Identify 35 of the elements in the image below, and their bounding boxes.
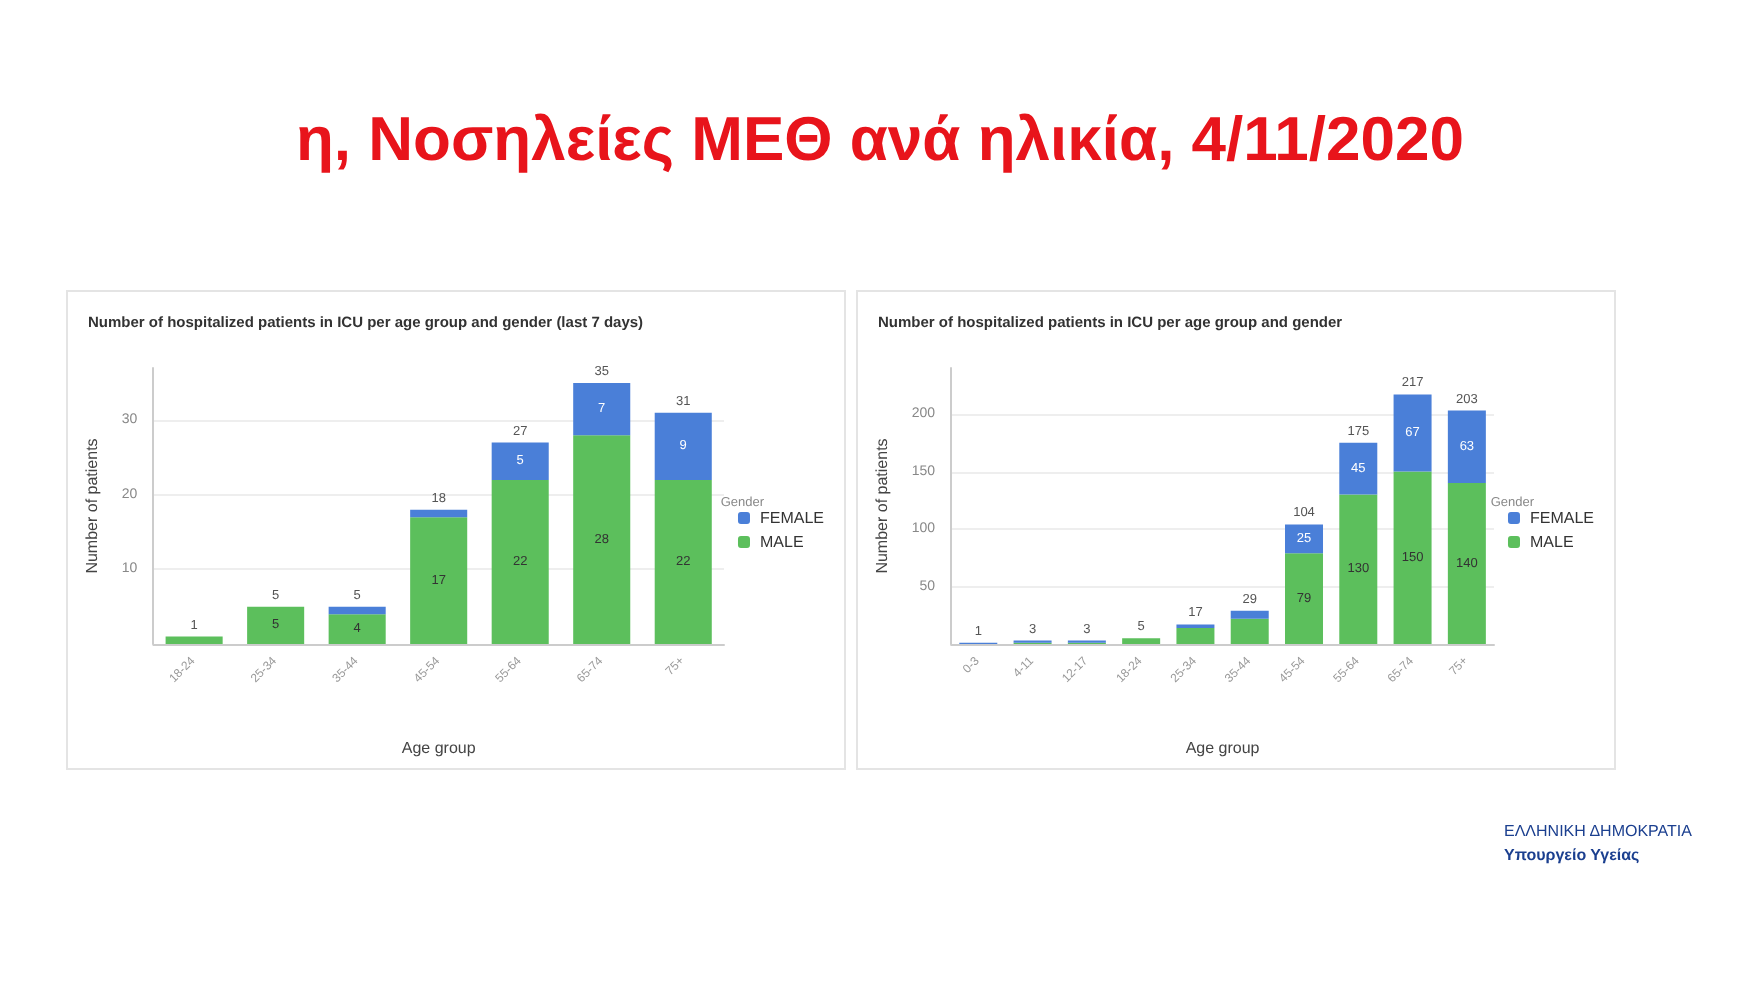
bar bbox=[1176, 627, 1215, 644]
x-axis-title: Age group bbox=[401, 739, 477, 757]
bar bbox=[1393, 471, 1432, 644]
bar bbox=[573, 382, 631, 436]
text: Υπουργείο Υγείας bbox=[1504, 844, 1642, 868]
bar bbox=[1339, 494, 1378, 644]
y-axis-title: Number of patients bbox=[873, 438, 891, 574]
bar bbox=[247, 606, 305, 644]
x-axis-title: Age group bbox=[1185, 739, 1261, 757]
bar bbox=[328, 606, 386, 615]
bar bbox=[491, 442, 549, 480]
legend-label: MALE bbox=[1529, 533, 1574, 551]
legend-label: FEMALE bbox=[1529, 509, 1595, 527]
bar bbox=[1447, 410, 1486, 483]
text: η, Νοσηλείες ΜΕΘ ανά ηλικία, 4/11/2020 bbox=[293, 104, 1466, 176]
bar bbox=[1447, 483, 1486, 644]
bar bbox=[1393, 394, 1432, 472]
bar bbox=[1122, 638, 1161, 644]
bar bbox=[573, 435, 631, 644]
bar bbox=[654, 479, 712, 644]
bar bbox=[1339, 442, 1378, 495]
bar bbox=[328, 614, 386, 644]
bar bbox=[1230, 610, 1269, 619]
text: ΕΛΛΗΝΙΚΗ ΔΗΜΟΚΡΑΤΙΑ bbox=[1504, 820, 1692, 844]
bar bbox=[654, 412, 712, 480]
legend-label: MALE bbox=[759, 533, 804, 551]
bar bbox=[1285, 553, 1324, 644]
bar bbox=[165, 636, 223, 644]
bar bbox=[491, 479, 549, 644]
bar bbox=[1230, 618, 1269, 644]
y-axis-title: Number of patients bbox=[83, 438, 101, 574]
bar bbox=[410, 509, 468, 518]
legend-label: FEMALE bbox=[759, 509, 825, 527]
bar bbox=[1285, 524, 1324, 554]
bar bbox=[410, 517, 468, 644]
